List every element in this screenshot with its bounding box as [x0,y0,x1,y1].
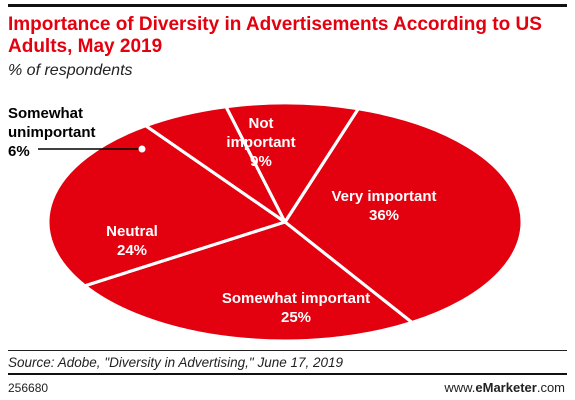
slice-label-somewhat-important: Somewhat important 25% [222,290,370,326]
slice-name: important [226,134,295,151]
slice-label-somewhat-unimportant: Somewhat unimportant 6% [8,105,96,160]
chart-title: Importance of Diversity in Advertisement… [8,14,542,57]
brand-prefix: www. [444,380,476,395]
bottom-rule [8,373,567,375]
top-rule [8,4,567,7]
brand-link[interactable]: www.eMarketer.com [444,380,565,395]
slice-value: 9% [250,153,272,170]
leader-dot [138,145,146,153]
slice-name: Somewhat [8,105,83,122]
slice-separator [283,108,360,223]
slice-label-very-important: Very important 36% [331,188,436,224]
slice-label-not-important: Not important 9% [226,115,295,170]
slice-value: 6% [8,143,30,160]
slice-value: 24% [117,242,147,259]
slice-name: Somewhat important [222,290,370,307]
brand-suffix: .com [536,380,565,395]
slice-separator [144,124,286,224]
slice-name: Not [249,115,274,132]
slice-separator [224,106,287,223]
slice-value: 36% [369,207,399,224]
slice-label-neutral: Neutral 24% [106,223,158,259]
brand-name: eMarketer [475,380,537,395]
slice-name: Neutral [106,223,158,240]
source-rule [8,350,567,351]
slice-separator [284,220,413,324]
chart-id: 256680 [8,381,49,395]
source-note: Source: Adobe, "Diversity in Advertising… [8,355,344,370]
chart-subtitle: % of respondents [8,62,133,79]
slice-name: unimportant [8,124,96,141]
pie-slice-very-important [283,107,524,324]
slice-name: Very important [331,188,436,205]
slice-value: 25% [281,309,311,326]
pie-slice-somewhat-important [83,220,414,343]
slice-separator [84,220,286,288]
pie-slice-neutral [46,124,287,288]
pie-slice-not-important [224,101,360,224]
